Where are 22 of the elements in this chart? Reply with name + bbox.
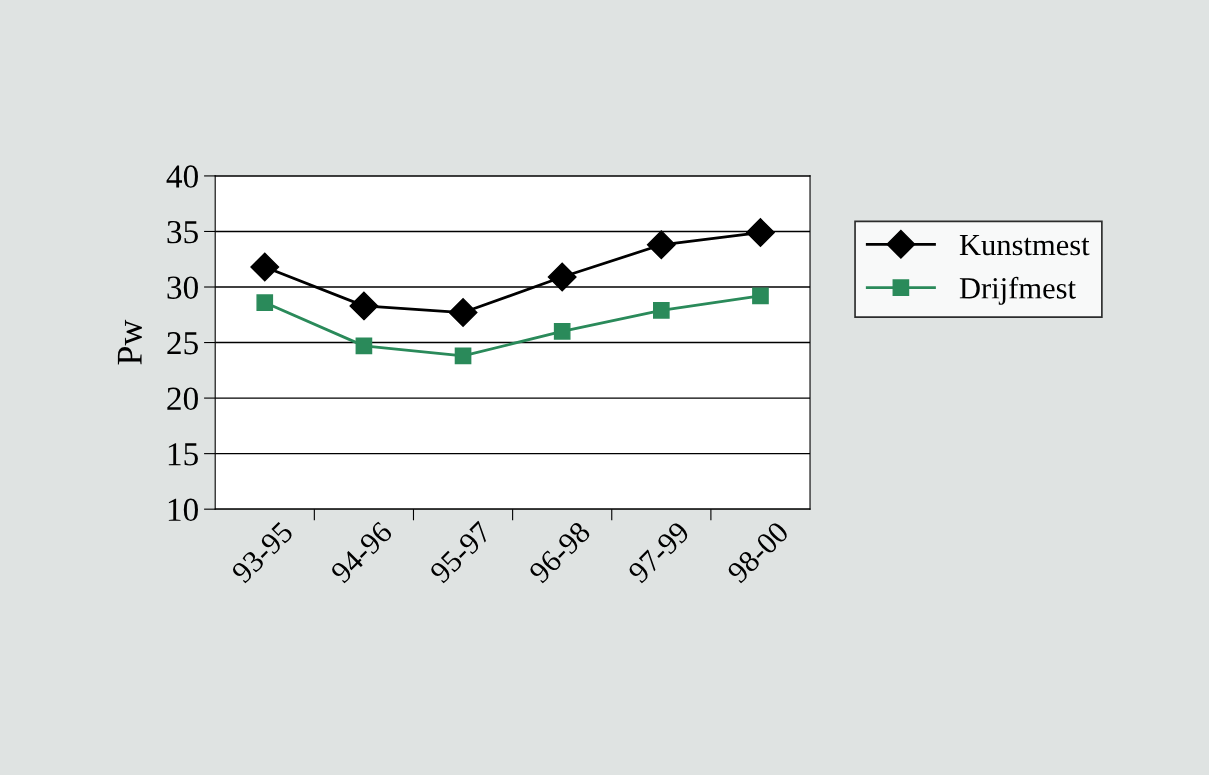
y-tick-label: 20 — [167, 387, 198, 410]
point — [355, 337, 373, 355]
point — [752, 287, 769, 305]
y-tick-label: 40 — [166, 165, 198, 188]
y-axis-title: Pw — [117, 319, 142, 365]
point — [652, 302, 670, 319]
legend-label: Kunstmest — [959, 235, 1090, 256]
point — [448, 298, 478, 328]
point — [547, 262, 577, 292]
point — [646, 230, 676, 260]
point — [349, 291, 379, 321]
point — [746, 218, 775, 248]
y-tick-label: 35 — [167, 220, 198, 244]
point — [256, 294, 274, 311]
point — [250, 252, 280, 282]
y-tick-label: 30 — [167, 276, 198, 299]
y-tick-label: 10 — [168, 498, 198, 522]
y-tick-label: 25 — [167, 332, 198, 355]
point — [454, 347, 472, 365]
point — [553, 323, 571, 340]
legend-label: Drijfmest — [959, 276, 1076, 305]
y-tick-label: 15 — [168, 443, 198, 466]
